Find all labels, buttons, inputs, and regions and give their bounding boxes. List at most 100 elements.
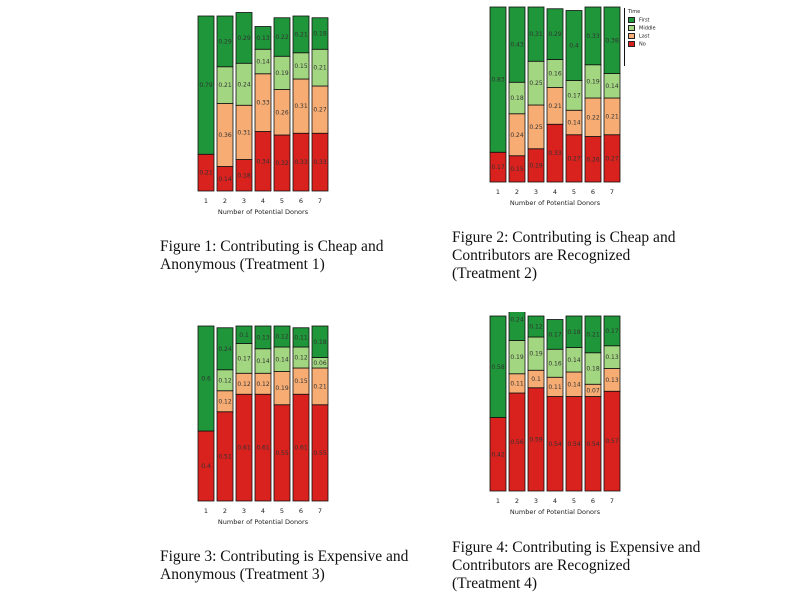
legend-title: Time [628, 9, 641, 15]
data-label: 0.14 [567, 357, 581, 364]
x-tick-label: 2 [515, 188, 519, 196]
legend-item-last: Last [628, 33, 649, 40]
data-label: 0.29 [548, 31, 562, 38]
bar-segment-first [254, 325, 272, 350]
x-tick-label: 7 [318, 197, 322, 205]
data-label: 0.1 [239, 332, 249, 339]
data-label: 0.59 [529, 436, 543, 443]
bar-segment-first [527, 315, 545, 338]
x-tick-label: 3 [242, 197, 246, 205]
x-tick-label: 6 [299, 507, 303, 515]
data-label: 0.25 [529, 124, 543, 131]
bar-segment-first [603, 6, 621, 74]
data-label: 0.17 [237, 355, 251, 362]
figure-caption-3: Figure 3: Contributing is Expensive and … [160, 548, 409, 583]
data-label: 0.12 [218, 398, 232, 405]
bar-segment-first [273, 325, 291, 348]
x-tick-label: 7 [610, 188, 614, 196]
data-label: 0.32 [275, 160, 289, 167]
data-label: 0.19 [529, 162, 543, 169]
data-label: 0.34 [256, 158, 270, 165]
bar-segment-first [311, 325, 329, 358]
data-label: 0.21 [313, 65, 327, 72]
bar-segment-first [292, 327, 310, 348]
data-label: 0.54 [567, 441, 581, 448]
figure-caption-4: Figure 4: Contributing is Expensive and … [452, 539, 701, 592]
legend-item-no: No [628, 41, 646, 48]
data-label: 0.19 [275, 385, 289, 392]
data-label: 0.24 [510, 317, 524, 324]
data-label: 0.57 [605, 438, 619, 445]
data-label: 0.17 [548, 331, 562, 338]
x-tick-label: 2 [223, 507, 227, 515]
legend-swatch [628, 33, 635, 39]
legend-item-middle: Middle [628, 25, 656, 32]
data-label: 0.36 [218, 132, 232, 139]
bar-segment-first [273, 17, 291, 57]
data-label: 0.27 [605, 155, 619, 162]
x-tick-label: 5 [280, 507, 284, 515]
data-label: 0.26 [275, 109, 289, 116]
data-label: 0.14 [605, 83, 619, 90]
data-label: 0.14 [256, 358, 270, 365]
data-label: 0.13 [256, 35, 270, 42]
legend-swatch [628, 17, 635, 23]
data-label: 0.12 [294, 355, 308, 362]
data-label: 0.12 [218, 377, 232, 384]
data-label: 0.25 [529, 80, 543, 87]
bar-segment-first [584, 6, 602, 66]
data-label: 0.27 [313, 107, 327, 114]
data-label: 0.12 [256, 381, 270, 388]
data-label: 0.33 [313, 159, 327, 166]
data-label: 0.55 [275, 450, 289, 457]
bar-segment-first [292, 15, 310, 54]
x-tick-label: 7 [318, 507, 322, 515]
data-label: 0.06 [313, 360, 327, 367]
chart-legend: Time First Middle Last No [624, 8, 684, 66]
legend-divider [624, 8, 625, 66]
x-tick-label: 4 [553, 497, 557, 505]
data-label: 0.18 [313, 339, 327, 346]
bar-segment-first [216, 327, 234, 371]
bar-segment-first [508, 6, 526, 83]
data-label: 0.21 [586, 331, 600, 338]
x-tick-label: 2 [223, 197, 227, 205]
bar-segment-first [489, 6, 507, 153]
x-tick-label: 7 [610, 497, 614, 505]
data-label: 0.07 [586, 387, 600, 394]
data-label: 0.19 [529, 351, 543, 358]
data-label: 0.33 [294, 159, 308, 166]
data-label: 0.19 [586, 78, 600, 85]
data-label: 0.15 [294, 378, 308, 385]
x-axis-label: Number of Potential Donors [218, 208, 309, 216]
x-tick-label: 1 [204, 507, 208, 515]
data-label: 0.13 [605, 354, 619, 361]
data-label: 0.19 [275, 70, 289, 77]
data-label: 0.51 [218, 453, 232, 460]
data-label: 0.42 [491, 451, 505, 458]
data-label: 0.21 [313, 383, 327, 390]
legend-item-first: First [628, 17, 650, 24]
data-label: 0.14 [567, 120, 581, 127]
legend-swatch [628, 25, 635, 31]
data-label: 0.29 [237, 35, 251, 42]
bar-segment-first [311, 17, 329, 50]
bar-segment-first [197, 15, 215, 155]
bar-segment-first [508, 312, 526, 341]
bar-segment-first [216, 15, 234, 68]
data-label: 0.58 [491, 364, 505, 371]
data-label: 0.24 [237, 81, 251, 88]
data-label: 0.61 [237, 445, 251, 452]
chart-3: 0.40.610.510.120.120.2420.610.120.170.13… [197, 325, 329, 526]
x-tick-label: 4 [261, 197, 265, 205]
data-label: 0.15 [294, 63, 308, 70]
data-label: 0.21 [199, 170, 213, 177]
data-label: 0.61 [256, 445, 270, 452]
data-label: 0.14 [218, 176, 232, 183]
x-tick-label: 5 [280, 197, 284, 205]
figure-caption-1: Figure 1: Contributing is Cheap and Anon… [160, 238, 384, 273]
data-label: 0.18 [510, 95, 524, 102]
bar-segment-first [197, 325, 215, 432]
data-label: 0.24 [218, 346, 232, 353]
bar-segment-first [546, 319, 564, 350]
